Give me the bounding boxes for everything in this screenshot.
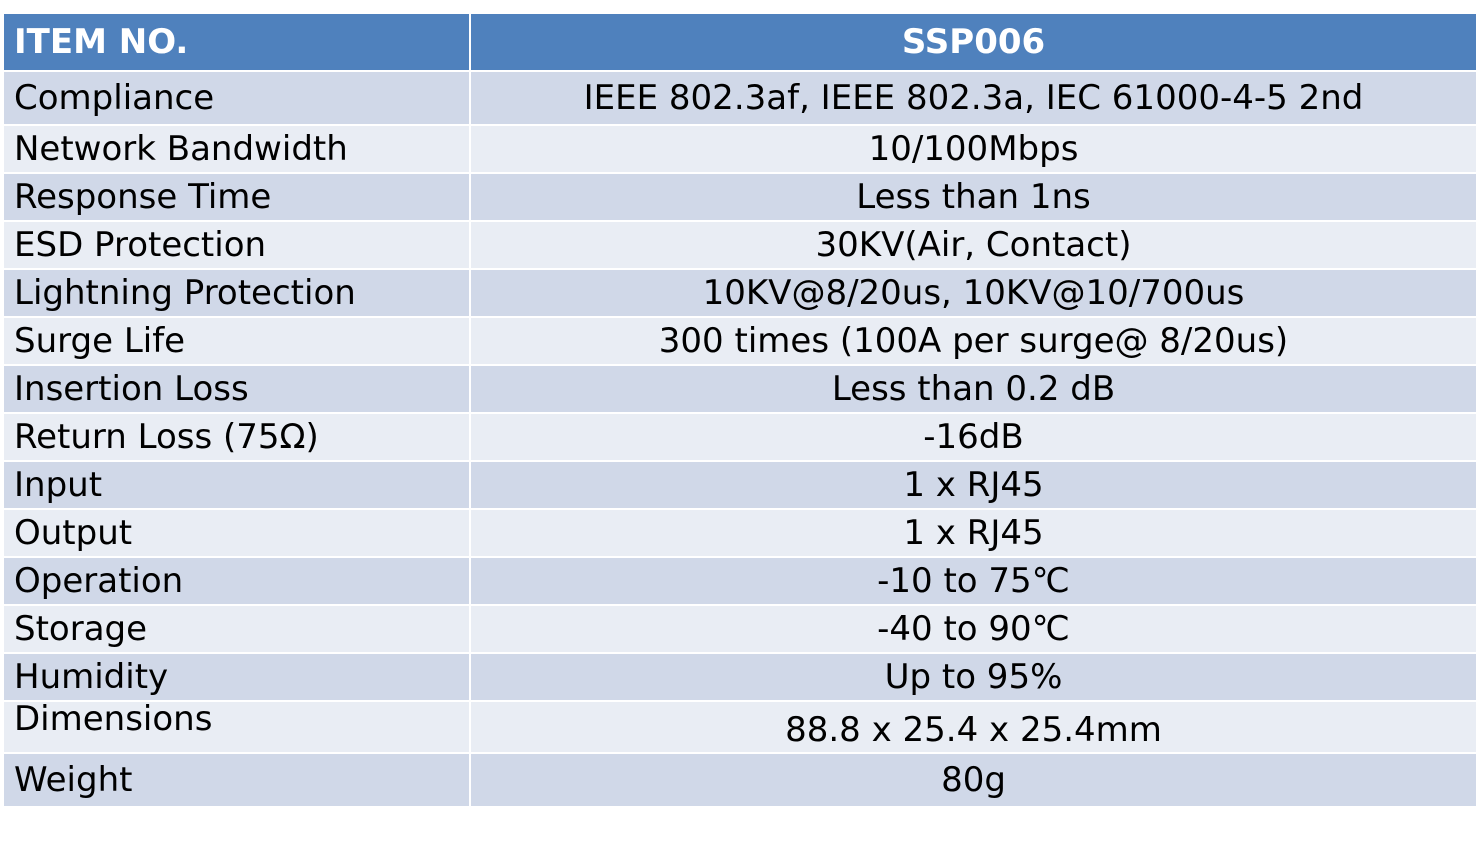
row-value: Less than 0.2 dB (469, 364, 1478, 414)
table-row-response-time: Response Time Less than 1ns (2, 172, 1478, 222)
row-label: Return Loss (75Ω) (2, 412, 471, 462)
table-row-lightning-protection: Lightning Protection 10KV@8/20us, 10KV@1… (2, 268, 1478, 318)
row-label: ESD Protection (2, 220, 471, 270)
table-row-compliance: Compliance IEEE 802.3af, IEEE 802.3a, IE… (2, 70, 1478, 126)
table-row-input: Input 1 x RJ45 (2, 460, 1478, 510)
table-row-esd-protection: ESD Protection 30KV(Air, Contact) (2, 220, 1478, 270)
row-label: Weight (2, 752, 471, 808)
row-label: Network Bandwidth (2, 124, 471, 174)
row-value: 30KV(Air, Contact) (469, 220, 1478, 270)
row-label: Humidity (2, 652, 471, 702)
table-row-storage: Storage -40 to 90℃ (2, 604, 1478, 654)
row-value: 10KV@8/20us, 10KV@10/700us (469, 268, 1478, 318)
row-value: -10 to 75℃ (469, 556, 1478, 606)
row-label: Input (2, 460, 471, 510)
row-value: 1 x RJ45 (469, 508, 1478, 558)
header-item-no-label: ITEM NO. (2, 12, 471, 72)
row-label: Response Time (2, 172, 471, 222)
row-value: 300 times (100A per surge@ 8/20us) (469, 316, 1478, 366)
row-label: Operation (2, 556, 471, 606)
row-value: Less than 1ns (469, 172, 1478, 222)
row-label: Dimensions (2, 700, 471, 754)
table-row-humidity: Humidity Up to 95% (2, 652, 1478, 702)
row-value: -16dB (469, 412, 1478, 462)
table-row-return-loss: Return Loss (75Ω) -16dB (2, 412, 1478, 462)
table-row-surge-life: Surge Life 300 times (100A per surge@ 8/… (2, 316, 1478, 366)
row-label: Compliance (2, 70, 471, 126)
row-value: Up to 95% (469, 652, 1478, 702)
table-row-dimensions: Dimensions 88.8 x 25.4 x 25.4mm (2, 700, 1478, 754)
table-row-network-bandwidth: Network Bandwidth 10/100Mbps (2, 124, 1478, 174)
table-row-output: Output 1 x RJ45 (2, 508, 1478, 558)
table-row-insertion-loss: Insertion Loss Less than 0.2 dB (2, 364, 1478, 414)
header-row: ITEM NO. SSP006 (2, 12, 1478, 72)
table-row-weight: Weight 80g (2, 752, 1478, 808)
spec-table: ITEM NO. SSP006 Compliance IEEE 802.3af,… (2, 12, 1478, 808)
row-label: Storage (2, 604, 471, 654)
header-item-no-value: SSP006 (469, 12, 1478, 72)
row-value: 1 x RJ45 (469, 460, 1478, 510)
row-label: Insertion Loss (2, 364, 471, 414)
row-value: -40 to 90℃ (469, 604, 1478, 654)
row-value: 88.8 x 25.4 x 25.4mm (469, 700, 1478, 754)
row-label: Output (2, 508, 471, 558)
row-value: IEEE 802.3af, IEEE 802.3a, IEC 61000-4-5… (469, 70, 1478, 126)
row-value: 10/100Mbps (469, 124, 1478, 174)
row-label: Lightning Protection (2, 268, 471, 318)
row-value: 80g (469, 752, 1478, 808)
row-label: Surge Life (2, 316, 471, 366)
table-row-operation: Operation -10 to 75℃ (2, 556, 1478, 606)
